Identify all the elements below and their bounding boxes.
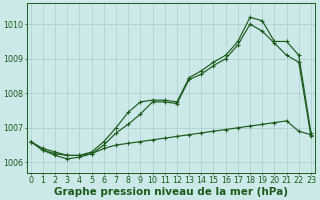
X-axis label: Graphe pression niveau de la mer (hPa): Graphe pression niveau de la mer (hPa): [54, 187, 288, 197]
